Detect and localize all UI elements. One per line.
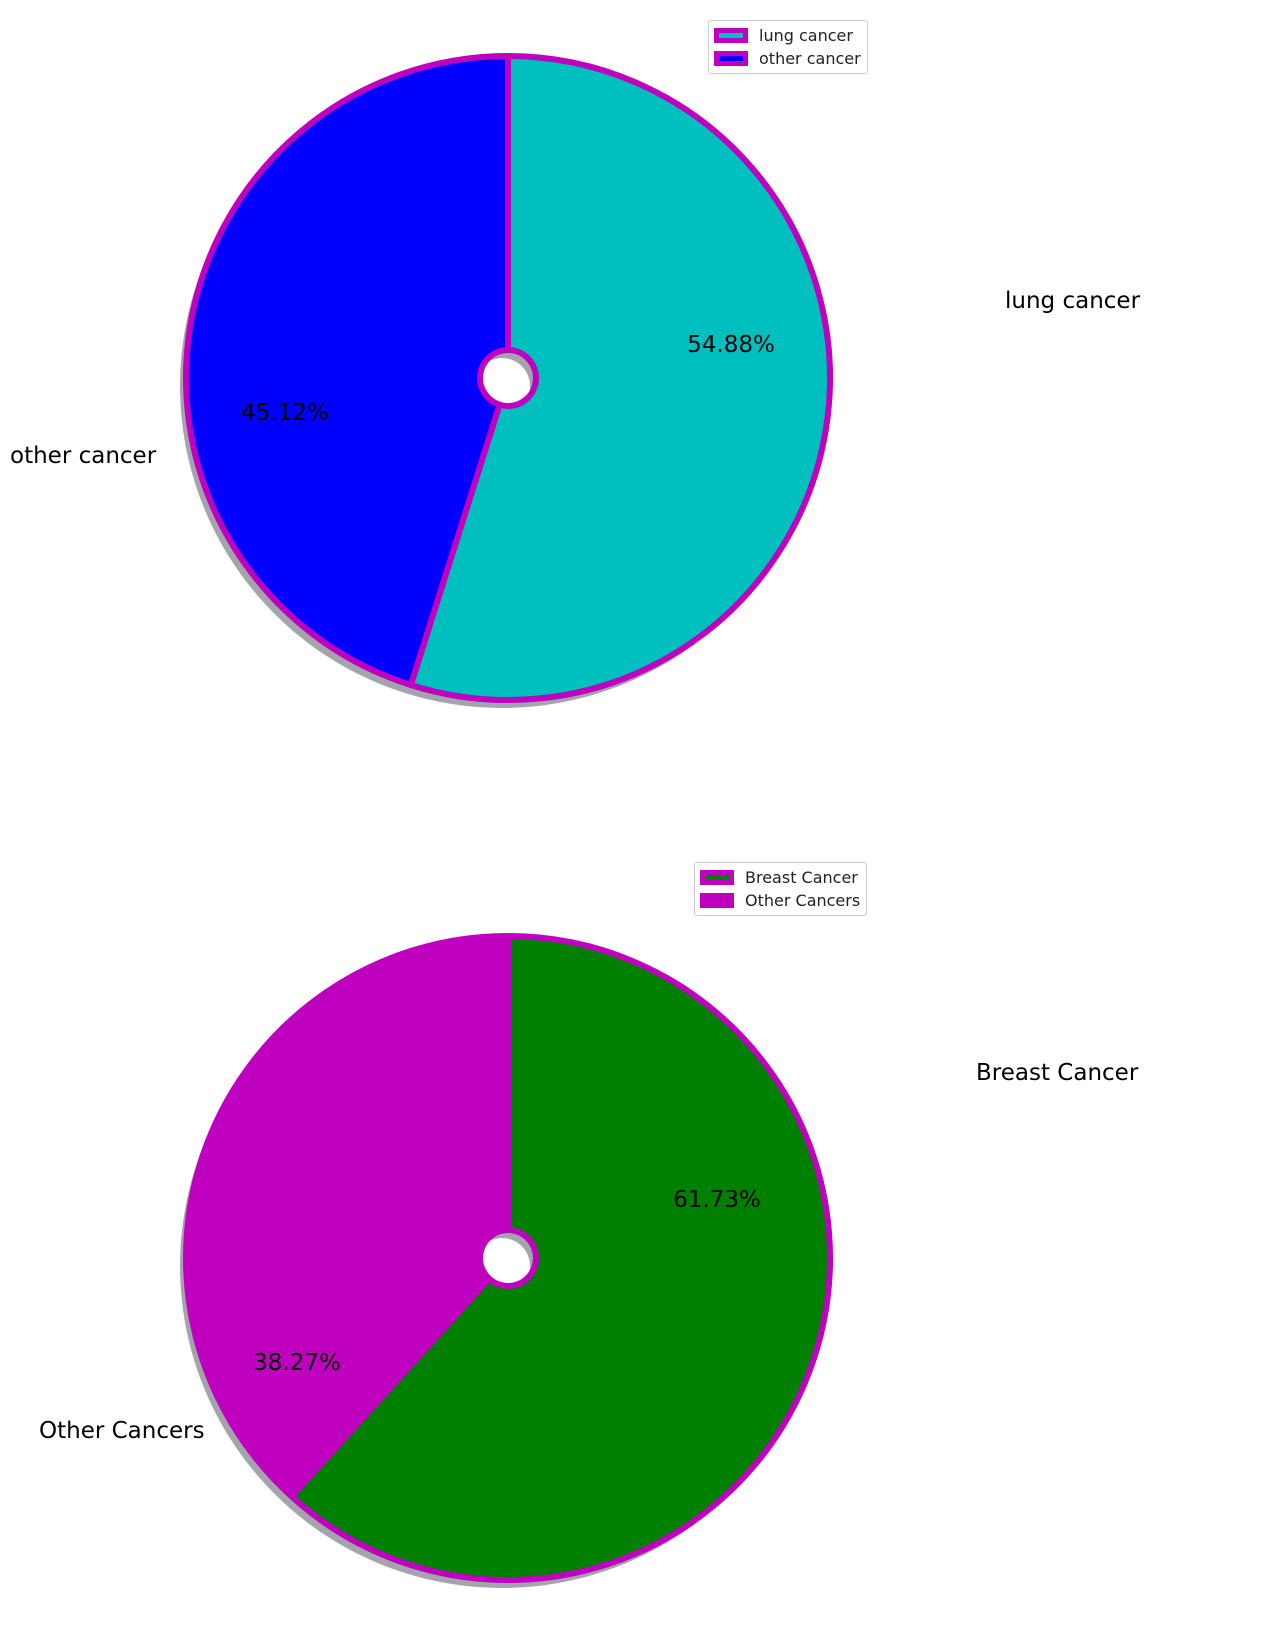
pie-slice-other-cancer bbox=[183, 53, 511, 688]
outer-label-lung-cancer: lung cancer bbox=[1005, 288, 1141, 314]
legend-item-lung-cancer: lung cancer bbox=[714, 24, 861, 47]
pie-chart-breast-svg: 61.73% 38.27% Breast Cancer Other Cancer… bbox=[39, 933, 1139, 1588]
pie-chart-lung: 54.88% 45.12% lung cancer other cancer l… bbox=[10, 20, 1141, 708]
pie-slice-lung-cancer bbox=[407, 53, 833, 703]
outer-label-other-cancers: Other Cancers bbox=[39, 1418, 205, 1444]
legend-label-other-cancer: other cancer bbox=[759, 49, 861, 68]
outer-label-breast-cancer: Breast Cancer bbox=[976, 1060, 1139, 1086]
pct-label-lung-cancer: 54.88% bbox=[687, 332, 775, 358]
legend-item-other-cancers: Other Cancers bbox=[700, 889, 860, 912]
legend-item-other-cancer: other cancer bbox=[714, 47, 861, 70]
pct-label-other-cancer: 45.12% bbox=[241, 400, 329, 426]
legend: lung cancer other cancer bbox=[708, 20, 868, 74]
legend-swatch-breast-cancer bbox=[700, 870, 734, 885]
legend-swatch-other-cancers bbox=[700, 893, 734, 908]
outer-label-other-cancer: other cancer bbox=[10, 443, 157, 469]
legend-swatch-lung-cancer bbox=[714, 28, 748, 43]
pie-chart-lung-svg: 54.88% 45.12% lung cancer other cancer bbox=[10, 53, 1141, 708]
pie-slice-breast-cancer bbox=[288, 933, 833, 1583]
pie-chart-breast: 61.73% 38.27% Breast Cancer Other Cancer… bbox=[0, 825, 1275, 1650]
legend-label-lung-cancer: lung cancer bbox=[759, 26, 853, 45]
legend: Breast Cancer Other Cancers bbox=[694, 862, 868, 916]
legend-item-breast-cancer: Breast Cancer bbox=[700, 866, 860, 889]
legend-label-other-cancers: Other Cancers bbox=[745, 891, 861, 910]
pct-label-breast-cancer: 61.73% bbox=[673, 1187, 761, 1213]
legend-swatch-other-cancer bbox=[714, 51, 748, 66]
pct-label-other-cancers: 38.27% bbox=[253, 1350, 341, 1376]
pie-slice-other-cancers bbox=[183, 933, 511, 1500]
legend-label-breast-cancer: Breast Cancer bbox=[745, 868, 858, 887]
